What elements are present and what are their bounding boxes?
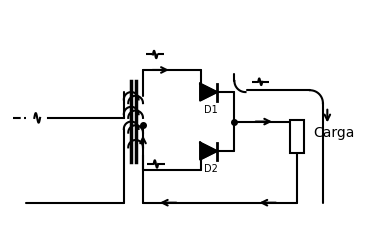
- Text: D1: D1: [204, 105, 217, 115]
- Polygon shape: [200, 143, 217, 160]
- Bar: [290, 120, 304, 153]
- Text: D2: D2: [204, 164, 217, 174]
- Text: Carga: Carga: [314, 126, 355, 140]
- Polygon shape: [200, 84, 217, 101]
